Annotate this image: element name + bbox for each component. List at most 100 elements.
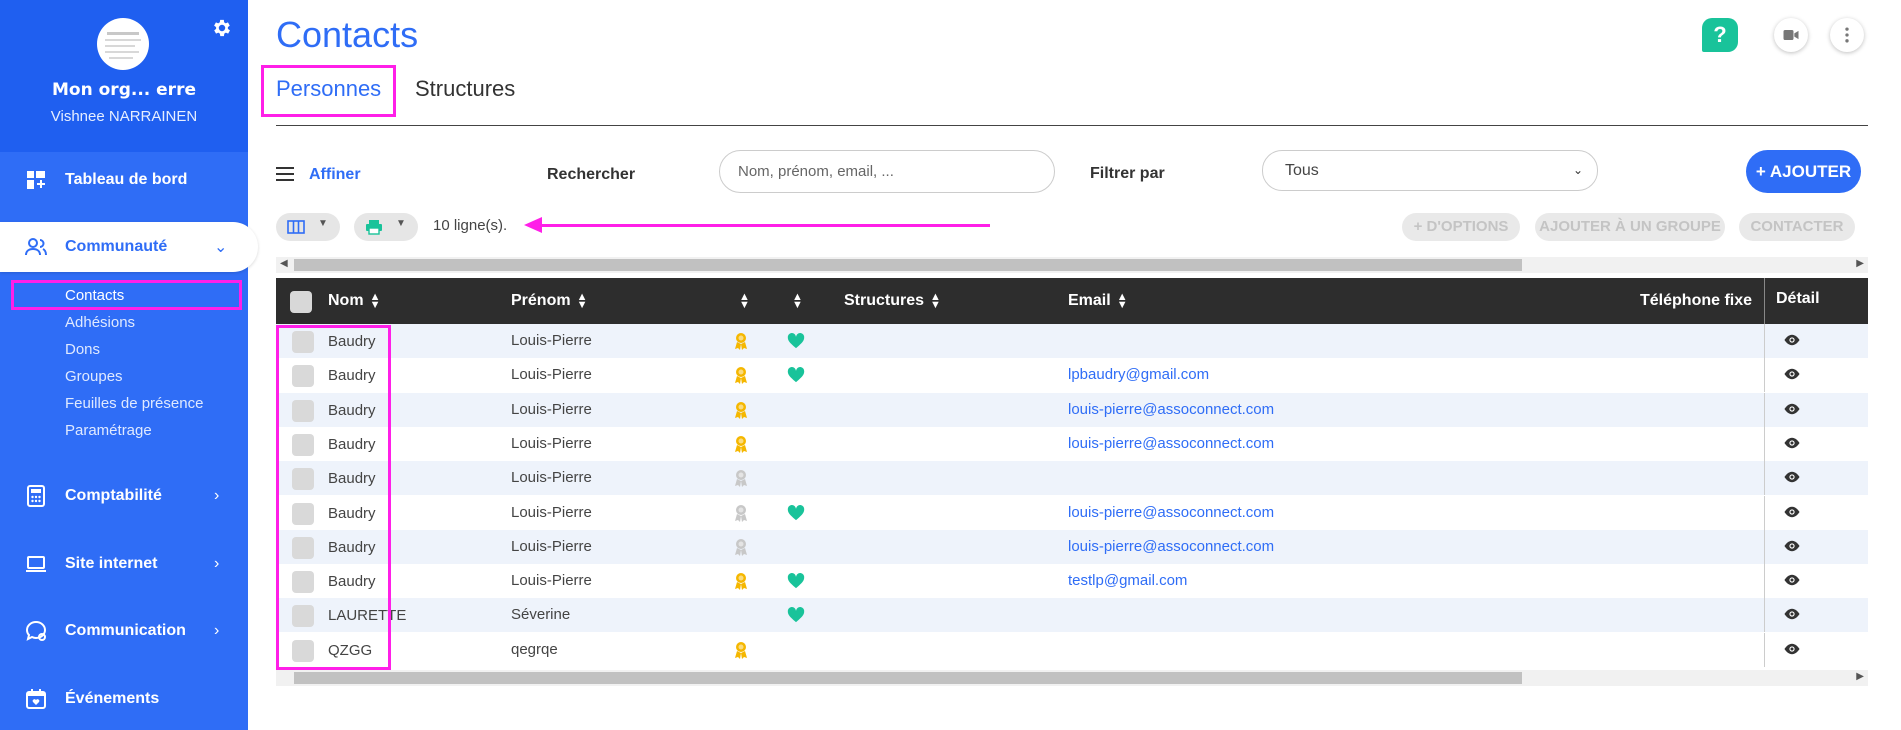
organization-name[interactable]: Mon org... erre: [52, 80, 196, 100]
scroll-right-arrow-icon[interactable]: ▶: [1856, 258, 1864, 269]
cell-nom: Baudry: [328, 435, 376, 453]
more-options-button[interactable]: + D'OPTIONS: [1402, 213, 1520, 241]
row-checkbox[interactable]: [292, 433, 314, 456]
chevron-right-icon: ›: [214, 622, 220, 639]
row-checkbox[interactable]: [292, 331, 314, 353]
cell-email-link[interactable]: lpbaudry@gmail.com: [1068, 366, 1210, 384]
column-separator: [1764, 461, 1765, 496]
eye-icon[interactable]: [1783, 368, 1801, 380]
caret-down-icon: ▼: [318, 218, 328, 229]
settings-gear-icon[interactable]: [211, 17, 233, 39]
nav-label: Communauté: [65, 238, 168, 255]
columns-icon: [287, 220, 305, 234]
cell-prenom: qegrqe: [511, 640, 558, 658]
column-header-badge[interactable]: ▲ ▼: [733, 291, 750, 310]
column-header-prenom[interactable]: Prénom ▲ ▼: [511, 290, 588, 311]
column-separator: [1764, 529, 1765, 564]
table-row[interactable]: LAURETTE Séverine: [276, 598, 1868, 633]
tab-structures[interactable]: Structures: [415, 76, 516, 101]
subnav-dons[interactable]: Dons: [65, 341, 101, 358]
search-input[interactable]: Nom, prénom, email, ...: [719, 150, 1055, 193]
heart-icon: [787, 367, 805, 383]
table-row[interactable]: Baudry Louis-Pierre louis-pierre@assoconne…: [276, 392, 1868, 427]
table-row[interactable]: Baudry Louis-Pierre: [276, 461, 1868, 496]
subnav-feuilles-de-presence[interactable]: Feuilles de présence: [65, 395, 204, 412]
nav-site-internet[interactable]: Site internet ›: [0, 539, 248, 589]
nav-communication[interactable]: Communication ›: [0, 606, 248, 656]
row-checkbox[interactable]: [292, 571, 314, 594]
nav-evenements[interactable]: Événements: [0, 674, 248, 724]
column-separator: [1764, 278, 1765, 324]
cell-email-link[interactable]: louis-pierre@assoconnect.com: [1068, 434, 1275, 452]
column-header-structures[interactable]: Structures ▲ ▼: [844, 291, 941, 310]
row-checkbox[interactable]: [292, 536, 314, 559]
filter-select[interactable]: Tous ⌄: [1262, 150, 1598, 191]
table-row[interactable]: Baudry Louis-Pierre lpbaudry@gmail.com: [276, 358, 1868, 393]
column-header-favorite[interactable]: ▲ ▼: [786, 291, 803, 310]
eye-icon[interactable]: [1783, 574, 1801, 586]
nav-comptabilite[interactable]: Comptabilité ›: [0, 471, 248, 521]
row-checkbox[interactable]: [292, 502, 314, 525]
eye-icon[interactable]: [1783, 437, 1801, 449]
scroll-right-arrow-icon[interactable]: ▶: [1856, 671, 1864, 682]
eye-icon[interactable]: [1783, 471, 1801, 483]
help-button[interactable]: ?: [1702, 18, 1738, 52]
table-row[interactable]: QZGG qegrqe: [276, 632, 1868, 667]
sort-icon: ▲ ▼: [576, 290, 588, 311]
table-row[interactable]: Baudry Louis-Pierre testlp@gmail.com: [276, 564, 1868, 599]
eye-icon[interactable]: [1783, 506, 1801, 518]
add-to-group-button[interactable]: AJOUTER À UN GROUPE: [1535, 213, 1725, 241]
nav-communaute[interactable]: Communauté ⌄: [0, 222, 258, 272]
row-checkbox[interactable]: [292, 468, 314, 491]
scrollbar-thumb[interactable]: [294, 259, 1522, 271]
horizontal-scrollbar-top[interactable]: ◀ ▶: [276, 257, 1868, 273]
member-badge-icon: [735, 435, 747, 453]
table-row[interactable]: Baudry Louis-Pierre louis-pierre@assoconne…: [276, 495, 1868, 530]
eye-icon[interactable]: [1783, 608, 1801, 620]
column-header-nom[interactable]: Nom ▲ ▼: [328, 291, 380, 310]
column-label: Prénom: [511, 292, 571, 309]
nav-label: Tableau de bord: [65, 171, 188, 188]
table-row[interactable]: Baudry Louis-Pierre louis-pierre@assoconne…: [276, 426, 1868, 461]
export-button[interactable]: ▼: [354, 213, 418, 241]
eye-icon[interactable]: [1783, 540, 1801, 552]
cell-email-link[interactable]: louis-pierre@assoconnect.com: [1068, 537, 1275, 555]
cell-email-link[interactable]: louis-pierre@assoconnect.com: [1068, 400, 1275, 418]
cell-email-link[interactable]: testlp@gmail.com: [1068, 572, 1188, 590]
organization-logo[interactable]: [97, 18, 149, 70]
row-checkbox[interactable]: [292, 399, 314, 422]
affiner-button[interactable]: Affiner: [309, 166, 361, 183]
contact-button[interactable]: CONTACTER: [1739, 213, 1855, 241]
more-menu-button[interactable]: [1830, 18, 1864, 52]
scroll-left-arrow-icon[interactable]: ◀: [280, 258, 288, 269]
eye-icon[interactable]: [1783, 403, 1801, 415]
columns-toggle-button[interactable]: ▼: [276, 213, 340, 241]
column-header-telephone[interactable]: Téléphone fixe: [1640, 292, 1764, 310]
cell-email-link[interactable]: louis-pierre@assoconnect.com: [1068, 503, 1275, 521]
chevron-down-icon: ⌄: [214, 239, 228, 256]
add-contact-button[interactable]: + AJOUTER: [1746, 150, 1861, 193]
subnav-groupes[interactable]: Groupes: [65, 368, 123, 385]
row-checkbox[interactable]: [292, 639, 314, 662]
dashboard-icon: [27, 171, 45, 189]
table-row[interactable]: Baudry Louis-Pierre louis-pierre@assoconne…: [276, 529, 1868, 564]
subnav-contacts[interactable]: Contacts: [65, 287, 125, 304]
horizontal-scrollbar-bottom[interactable]: ▶: [276, 670, 1868, 686]
cell-prenom: Séverine: [511, 606, 571, 624]
table-row[interactable]: Baudry Louis-Pierre: [276, 324, 1868, 358]
cell-prenom: Louis-Pierre: [511, 400, 592, 418]
video-button[interactable]: [1774, 18, 1808, 52]
column-header-email[interactable]: Email ▲ ▼: [1068, 291, 1128, 310]
eye-icon[interactable]: [1783, 334, 1801, 346]
eye-icon[interactable]: [1783, 643, 1801, 655]
nav-tableau-de-bord[interactable]: Tableau de bord: [0, 155, 248, 205]
menu-lines-icon[interactable]: [276, 167, 294, 181]
row-checkbox[interactable]: [292, 365, 314, 388]
subnav-parametrage[interactable]: Paramétrage: [65, 422, 152, 439]
row-checkbox[interactable]: [292, 605, 314, 628]
subnav-adhesions[interactable]: Adhésions: [65, 314, 136, 331]
nav-label: Site internet: [65, 555, 158, 572]
scrollbar-thumb[interactable]: [294, 672, 1522, 684]
tab-personnes[interactable]: Personnes: [276, 76, 382, 101]
select-all-checkbox[interactable]: [290, 291, 312, 313]
